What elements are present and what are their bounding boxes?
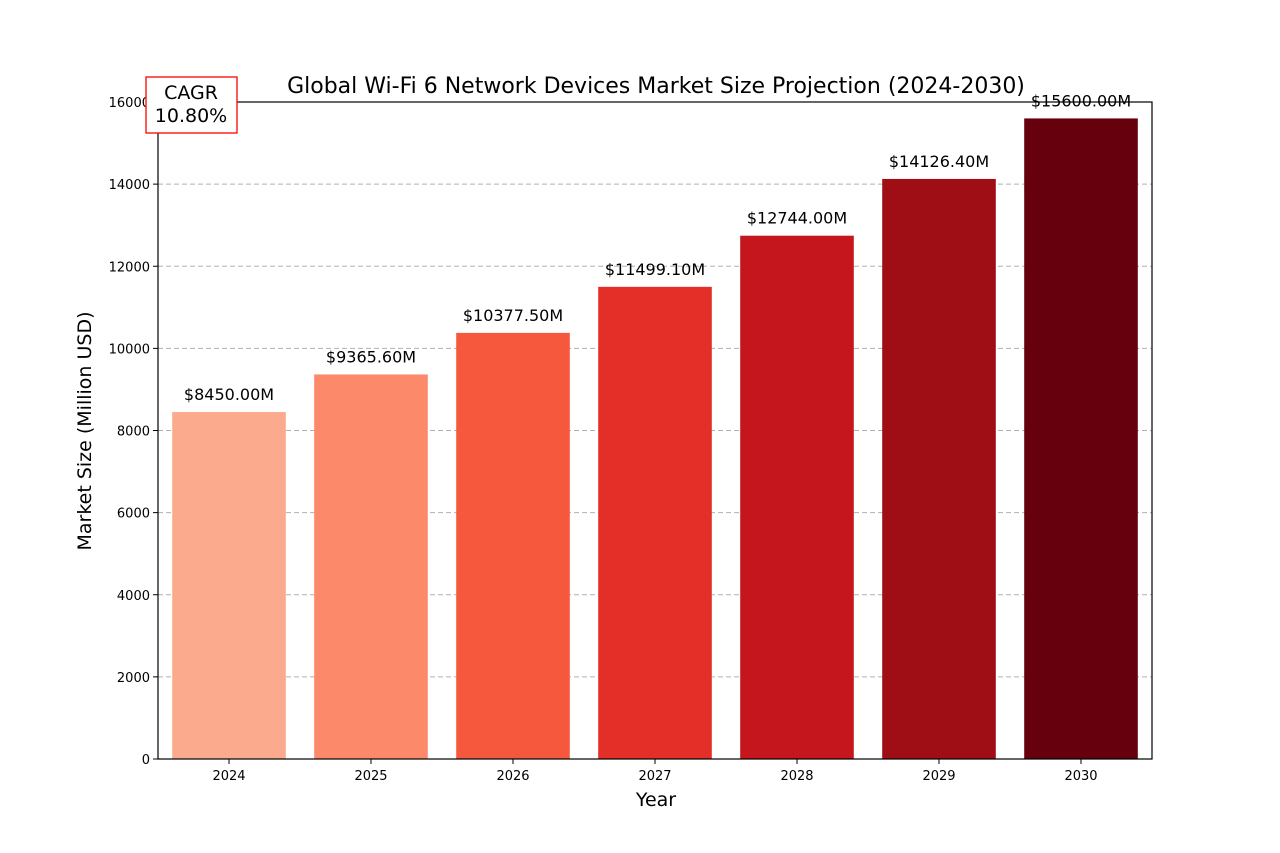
bar-2029 — [882, 178, 996, 759]
bar-data-label: $14126.40M — [889, 152, 989, 171]
y-tick-label: 16000 — [109, 96, 150, 111]
y-tick-label: 8000 — [117, 425, 150, 440]
x-tick-label: 2029 — [922, 769, 955, 784]
bar-data-label: $11499.10M — [605, 260, 705, 279]
x-tick-label: 2025 — [354, 769, 387, 784]
bars — [172, 118, 1138, 760]
bar-data-labels: $8450.00M $9365.60M $10377.50M $11499.10M $1… — [184, 91, 1131, 404]
bar-2024 — [172, 412, 286, 759]
cagr-annotation: CAGR 10.80% — [145, 76, 238, 134]
bar-2030 — [1024, 118, 1138, 760]
bar-data-label: $9365.60M — [326, 347, 416, 366]
x-tick-label: 2028 — [780, 769, 813, 784]
x-tick-label: 2024 — [212, 769, 245, 784]
bar-data-label: $12744.00M — [747, 209, 847, 228]
y-tick-label: 2000 — [117, 671, 150, 686]
y-tick-label: 4000 — [117, 589, 150, 604]
x-axis-label: Year — [635, 789, 676, 811]
y-tick-label: 10000 — [109, 342, 150, 357]
y-tick-label: 12000 — [109, 260, 150, 275]
x-tick-label: 2030 — [1064, 769, 1097, 784]
bar-2026 — [456, 332, 570, 759]
y-tick-label: 0 — [142, 753, 150, 768]
y-tick-label: 14000 — [109, 178, 150, 193]
x-axis-ticks: 2024 2025 2026 2027 2028 2029 2030 — [212, 759, 1098, 784]
y-tick-label: 6000 — [117, 507, 150, 522]
y-axis-ticks: 0 2000 4000 6000 8000 10000 12000 14000 16000 — [109, 96, 158, 768]
chart-title: Global Wi-Fi 6 Network Devices Market Si… — [287, 74, 1025, 99]
x-tick-label: 2027 — [638, 769, 671, 784]
cagr-box — [145, 76, 238, 134]
bar-data-label: $15600.00M — [1031, 91, 1131, 110]
cagr-label: CAGR — [164, 82, 218, 104]
y-axis-label: Market Size (Million USD) — [74, 311, 96, 550]
x-tick-label: 2026 — [496, 769, 529, 784]
cagr-value: 10.80% — [155, 105, 227, 127]
bar-data-label: $8450.00M — [184, 385, 274, 404]
bar-2028 — [740, 235, 854, 760]
bar-2027 — [598, 286, 712, 759]
bar-2025 — [314, 374, 428, 759]
bar-data-label: $10377.50M — [463, 306, 563, 325]
